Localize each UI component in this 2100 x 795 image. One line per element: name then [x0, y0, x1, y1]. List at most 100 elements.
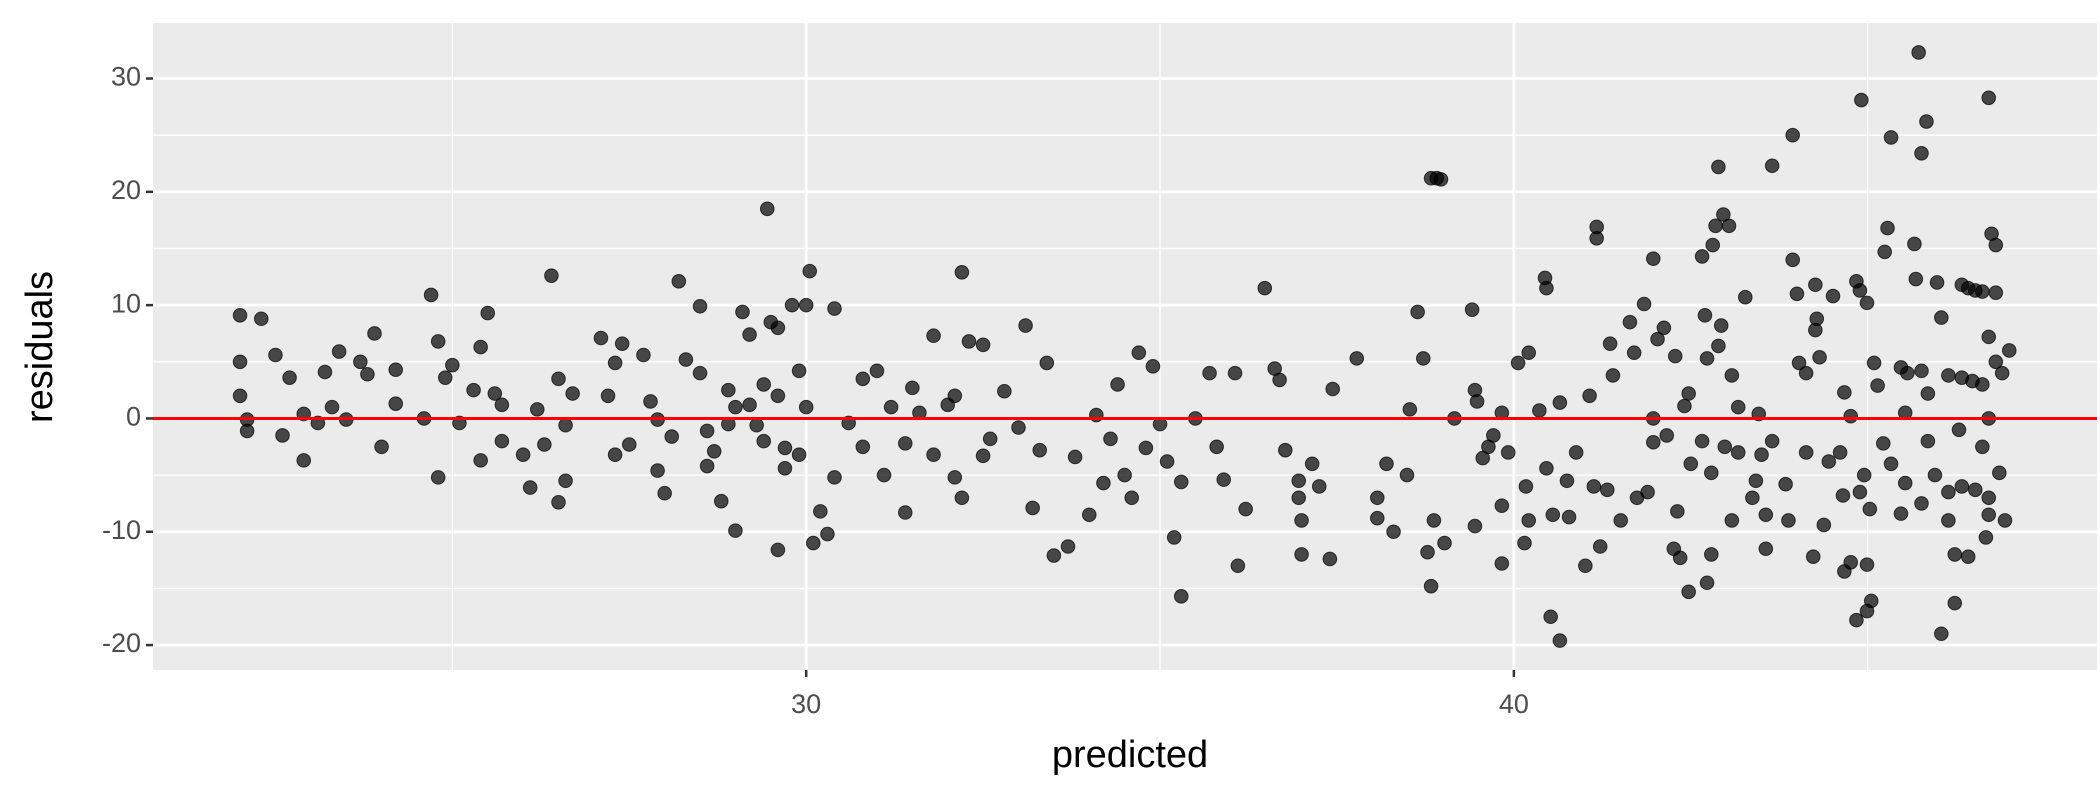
point	[1561, 509, 1577, 525]
point	[1636, 296, 1652, 312]
point	[1854, 92, 1869, 108]
point	[1808, 277, 1823, 293]
point	[1754, 447, 1769, 463]
point	[770, 388, 786, 404]
point	[1920, 433, 1936, 449]
point	[1622, 314, 1638, 330]
y-tick-label: 0	[126, 402, 141, 432]
point	[1927, 467, 1943, 483]
point	[621, 437, 637, 452]
point	[1410, 304, 1425, 320]
point	[1730, 399, 1746, 415]
point	[565, 386, 580, 401]
point	[324, 399, 340, 415]
point	[1640, 484, 1655, 500]
point	[1578, 558, 1593, 574]
point	[1981, 329, 1997, 345]
point	[1545, 507, 1561, 523]
point	[650, 463, 665, 478]
point	[1426, 513, 1442, 528]
point	[1941, 484, 1956, 500]
point	[1659, 428, 1675, 443]
point	[1837, 385, 1852, 400]
point	[1920, 386, 1936, 401]
point	[1494, 498, 1510, 514]
point	[1967, 482, 1983, 498]
point	[1914, 496, 1929, 511]
point	[1539, 280, 1554, 296]
point	[1420, 544, 1435, 560]
point	[735, 304, 750, 320]
point	[791, 447, 807, 463]
point	[388, 362, 404, 378]
point	[466, 382, 481, 398]
point	[593, 330, 609, 346]
point	[699, 458, 715, 474]
point	[473, 339, 488, 355]
point	[239, 423, 255, 439]
point	[1423, 578, 1439, 594]
point	[1227, 365, 1243, 381]
point	[1683, 456, 1699, 472]
point	[1697, 308, 1713, 323]
point	[1713, 318, 1729, 333]
point	[1046, 548, 1062, 563]
point	[1883, 130, 1899, 145]
point	[1589, 230, 1604, 246]
point	[1821, 454, 1837, 469]
point	[1518, 479, 1534, 494]
point	[1997, 513, 2013, 528]
point	[798, 297, 814, 313]
point	[975, 448, 991, 464]
point	[1897, 475, 1913, 491]
point	[699, 423, 715, 439]
point	[1694, 249, 1710, 264]
point	[253, 311, 269, 327]
point	[607, 355, 623, 371]
point	[770, 542, 786, 558]
point	[1238, 501, 1253, 517]
point	[1798, 445, 1814, 460]
point	[1304, 456, 1320, 472]
point	[742, 327, 757, 342]
point	[1764, 433, 1780, 449]
point	[1914, 146, 1929, 161]
point	[1877, 244, 1892, 260]
point	[1849, 612, 1864, 628]
point	[1202, 365, 1217, 381]
point	[692, 298, 708, 314]
point	[1349, 351, 1365, 366]
point	[926, 328, 941, 344]
point	[876, 467, 892, 483]
point	[784, 297, 800, 313]
point	[1018, 318, 1033, 333]
point	[1947, 595, 1963, 611]
point	[1699, 351, 1715, 366]
point	[430, 470, 446, 485]
point	[551, 495, 566, 510]
point	[1764, 158, 1780, 174]
point	[1117, 467, 1132, 483]
point	[1110, 377, 1125, 392]
point	[1981, 490, 1997, 506]
x-tick-label: 40	[1499, 689, 1529, 719]
point	[1311, 479, 1327, 494]
point	[1781, 513, 1796, 528]
point	[1645, 251, 1661, 266]
point	[756, 433, 772, 449]
point	[1494, 556, 1510, 571]
point	[763, 314, 779, 330]
point	[1681, 386, 1696, 401]
point	[706, 444, 722, 459]
point	[331, 344, 347, 359]
point	[1721, 218, 1737, 234]
point	[1539, 461, 1554, 476]
point	[855, 439, 871, 455]
point	[1369, 510, 1385, 526]
point	[1724, 513, 1740, 528]
point	[296, 453, 312, 468]
point	[430, 334, 446, 349]
point	[1866, 355, 1882, 371]
point	[1809, 311, 1825, 327]
point	[1645, 434, 1661, 450]
